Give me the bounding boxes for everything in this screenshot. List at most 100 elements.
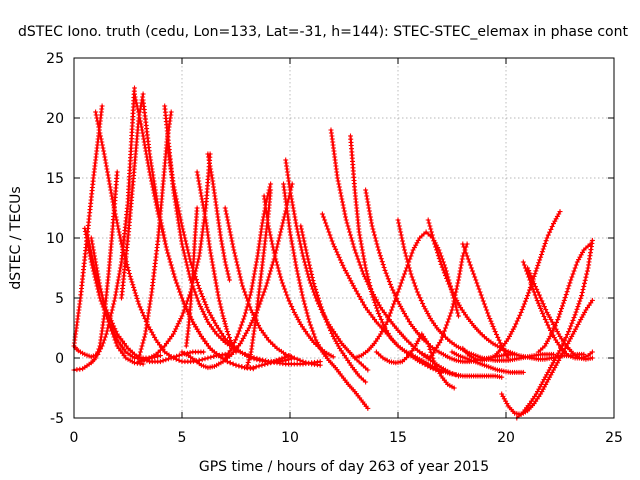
data-point [575,304,581,310]
data-point [139,343,145,349]
data-point [434,345,440,351]
data-point [178,316,184,322]
data-point [271,250,277,256]
data-point [350,241,356,247]
y-tick-label: 20 [46,111,64,127]
data-point [310,278,316,283]
data-point [340,202,346,208]
data-point [399,235,405,241]
data-point [409,274,415,280]
data-point [278,226,284,232]
data-point [554,320,559,325]
data-point [119,241,124,247]
data-point [111,301,117,307]
data-point [454,283,460,289]
data-point [115,223,121,229]
data-point [219,310,225,316]
data-point [291,355,297,361]
data-point [495,334,501,340]
data-point [287,301,293,307]
data-point [179,241,185,247]
data-point [209,259,215,265]
data-point [382,267,388,273]
data-point [387,310,393,316]
data-point [136,112,142,118]
data-point [95,349,101,355]
data-point [568,323,574,329]
data-point [429,229,434,235]
data-point [268,265,274,271]
data-point [319,211,325,217]
data-point [94,115,100,121]
data-point [455,280,461,286]
data-point [113,214,119,220]
data-point [330,241,336,247]
data-point [140,310,145,316]
data-point [488,318,494,324]
data-point [305,313,311,319]
series-7 [119,91,146,301]
data-point [496,337,502,343]
data-point [82,225,88,231]
data-point [365,274,371,280]
data-point [322,217,328,223]
x-axis-label: GPS time / hours of day 263 of year 2015 [199,459,489,475]
data-point [306,360,312,366]
data-point [227,360,233,366]
data-point [557,311,563,317]
data-point [391,301,397,307]
data-point [323,316,329,322]
data-point [463,250,469,256]
data-point [105,316,111,322]
data-point [456,313,461,319]
data-point [288,190,293,196]
data-point [222,318,227,324]
data-point [100,295,106,301]
data-point [353,288,359,294]
data-point [451,385,457,391]
data-point [435,250,440,256]
data-point [572,265,578,271]
data-point [464,253,470,259]
y-axis-label: dSTEC / TECUs [8,186,24,289]
data-point [93,109,99,115]
data-point [220,313,226,319]
data-point [223,262,229,268]
data-point [303,359,309,365]
data-point [175,283,181,289]
data-point [406,319,412,325]
data-point [225,220,231,226]
series-6 [93,109,228,365]
data-point [161,235,167,241]
data-point [180,244,186,250]
data-point [431,350,436,356]
data-point [551,325,557,331]
data-point [533,268,539,274]
data-point [289,304,295,310]
data-point [170,331,176,337]
data-point [105,172,111,178]
y-tick-label: 15 [46,171,64,187]
data-point [410,277,416,283]
data-point [205,355,211,361]
data-point [468,265,474,271]
data-point [264,280,270,286]
data-point [234,334,240,340]
data-point [147,327,153,333]
data-point [328,235,334,241]
data-point [301,298,307,304]
data-point [173,356,179,362]
data-point [362,259,367,265]
data-point [542,316,548,322]
data-point [379,319,385,325]
data-point [304,253,310,259]
data-point [269,262,275,268]
data-point [142,357,148,363]
data-point [230,241,236,247]
data-point [212,274,218,280]
data-point [579,290,585,295]
data-point [369,220,374,226]
data-point [114,217,120,223]
data-point [281,283,286,289]
data-point [276,238,281,244]
